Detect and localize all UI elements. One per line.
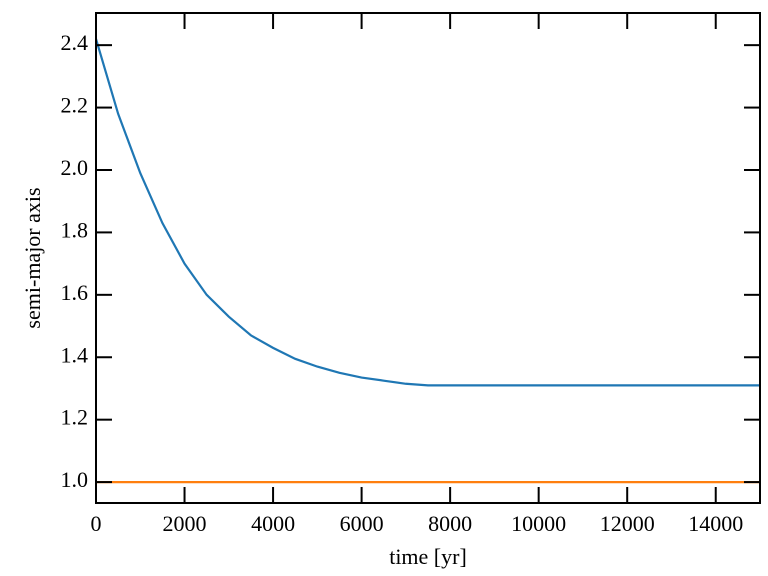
plot-frame [95,12,761,504]
y-tick-label: 2.0 [61,155,89,180]
y-axis-label: semi-major axis [20,187,45,328]
x-tick-label: 6000 [340,511,384,536]
y-tick-label: 1.6 [61,280,89,305]
y-tick-label: 1.2 [61,405,89,430]
y-tick-label: 2.4 [61,30,89,55]
y-tick-label: 2.2 [61,93,89,118]
x-axis-label: time [yr] [389,544,467,569]
x-tick-label: 8000 [428,511,472,536]
x-tick-label: 2000 [163,511,207,536]
x-tick-label: 12000 [600,511,655,536]
x-tick-label: 0 [91,511,102,536]
x-tick-label: 14000 [688,511,743,536]
y-tick-label: 1.4 [61,342,89,367]
y-tick-label: 1.8 [61,217,89,242]
x-tick-label: 4000 [251,511,295,536]
x-tick-label: 10000 [511,511,566,536]
y-tick-label: 1.0 [61,467,89,492]
line-series [94,38,760,387]
